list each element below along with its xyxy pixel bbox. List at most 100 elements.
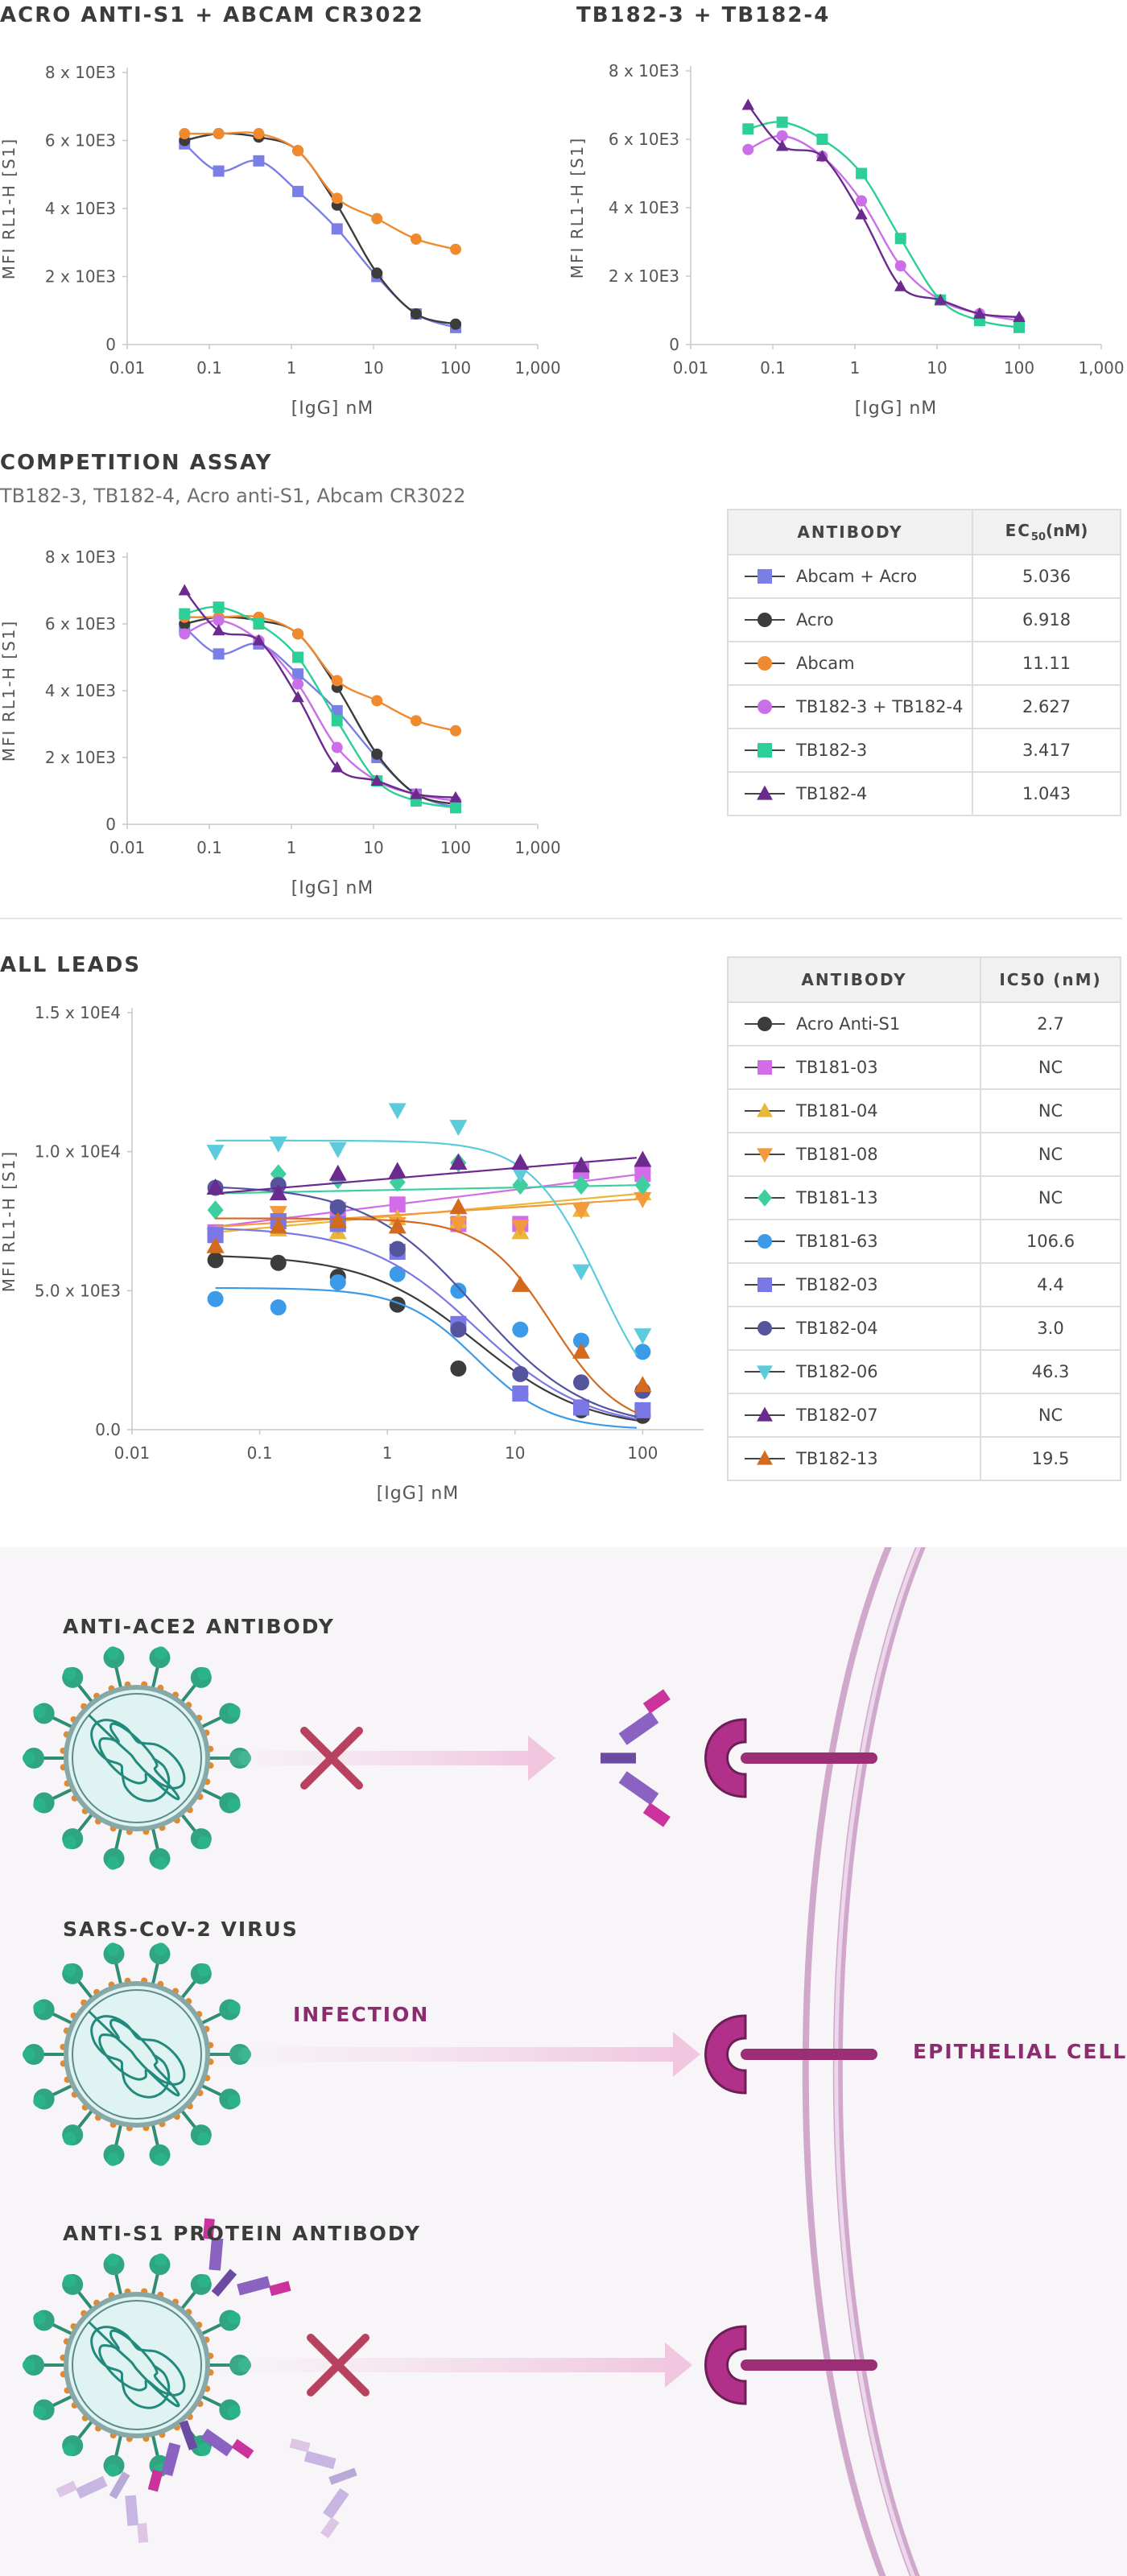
spike-tip <box>106 2153 120 2166</box>
y-tick-label: 4 x 10E3 <box>45 681 116 700</box>
spike-tip <box>106 1646 120 1660</box>
data-point <box>634 1166 651 1183</box>
y-axis-label: MFI RL1-H [S1] <box>0 1150 19 1292</box>
data-point <box>389 1265 406 1282</box>
data-point <box>389 1196 406 1213</box>
legend-marker <box>758 1017 772 1031</box>
chart1-title: ACRO ANTI-S1 + ABCAM CR3022 <box>0 3 424 27</box>
data-point <box>371 267 383 279</box>
x-tick-label: 0.1 <box>196 838 222 857</box>
data-point <box>572 1156 590 1173</box>
spike-tip <box>154 1942 167 1956</box>
x-tick-label: 100 <box>440 358 471 378</box>
spike-tip <box>23 2048 35 2061</box>
data-point <box>450 1321 467 1338</box>
y-tick-label: 0 <box>105 335 116 354</box>
antibody-name: TB182-3 <box>796 741 868 760</box>
spike-tip <box>33 2311 47 2325</box>
fit-curve <box>215 1286 637 1429</box>
blocked-arrow-bottom <box>209 2343 692 2388</box>
antibody-arm <box>303 2450 336 2470</box>
antibody-name: TB182-04 <box>796 1319 878 1338</box>
fit-curve <box>215 1217 638 1414</box>
data-point <box>856 167 868 180</box>
antibody-arm <box>75 2475 108 2499</box>
x-tick-label: 0.1 <box>196 358 222 378</box>
data-point <box>212 624 225 636</box>
antibody-cell: TB182-3 <box>727 728 973 773</box>
data-point <box>1013 310 1026 322</box>
data-point <box>572 1374 589 1391</box>
table-row: TB182-06 46.3 <box>727 1349 1121 1394</box>
antibody-cell: TB182-07 <box>727 1393 981 1438</box>
x-tick-label: 1,000 <box>514 358 560 378</box>
antibody-arm <box>125 2495 139 2526</box>
legend-marker <box>757 1365 773 1381</box>
virus-top <box>23 1646 251 1870</box>
antibody-arm <box>161 2442 181 2477</box>
antibody-name: TB181-13 <box>796 1188 878 1208</box>
antibody-name: TB182-07 <box>796 1406 878 1425</box>
receptor-stalk <box>741 2359 877 2371</box>
y-axis-label: MFI RL1-H [S1] <box>568 137 587 279</box>
no-binding-x-top <box>300 1727 363 1790</box>
receptor-stalk <box>741 1752 877 1764</box>
y-axis-label: MFI RL1-H [S1] <box>0 620 19 762</box>
data-point <box>816 134 828 145</box>
antibody-cell: TB182-03 <box>727 1262 981 1307</box>
data-point <box>511 1153 530 1170</box>
data-point <box>775 139 789 151</box>
blocked-arrow-top <box>209 1736 555 1781</box>
virus-envelope <box>64 1685 210 1831</box>
antibody-tip <box>56 2480 78 2498</box>
data-point <box>206 1145 225 1162</box>
data-point <box>331 675 343 687</box>
data-point <box>388 1162 407 1179</box>
antibody-cell: TB182-06 <box>727 1349 981 1394</box>
y-tick-label: 4 x 10E3 <box>45 199 116 218</box>
data-point <box>291 691 304 703</box>
data-point <box>511 1275 530 1292</box>
infection-label: INFECTION <box>293 2003 430 2026</box>
epithelial-cell-label: EPITHELIAL CELL <box>913 2040 1127 2063</box>
data-point <box>292 651 304 663</box>
table-row: TB181-04 NC <box>727 1088 1121 1133</box>
virus-title: SARS-CoV-2 VIRUS <box>63 1918 299 1941</box>
spike-tip <box>106 2253 120 2267</box>
chart2-svg: 0 2 x 10E3 4 x 10E3 6 x 10E3 8 x 10E3 0.01 0.1… <box>568 61 1125 419</box>
legend-marker <box>758 1189 772 1207</box>
value-cell: NC <box>980 1088 1121 1133</box>
value-cell: NC <box>980 1045 1121 1090</box>
data-point <box>269 1136 287 1153</box>
data-point <box>331 223 343 235</box>
receptor-head <box>704 2014 747 2095</box>
data-point <box>331 704 343 716</box>
spike-tip <box>63 2274 76 2288</box>
data-point <box>328 1164 347 1181</box>
legend-marker <box>758 700 772 714</box>
data-point <box>292 678 304 690</box>
legend-marker <box>758 743 772 758</box>
arrow-shaft <box>209 2358 665 2372</box>
value-cell: 2.627 <box>972 684 1121 729</box>
x-axis-label: [IgG] nM <box>855 398 938 419</box>
legend-marker <box>758 1234 772 1249</box>
y-tick-label: 1.0 x 10E4 <box>35 1142 121 1162</box>
legend-swatch <box>745 743 785 758</box>
data-point <box>634 1402 651 1418</box>
data-point <box>213 128 225 140</box>
y-tick-label: 2 x 10E3 <box>45 748 116 767</box>
data-point <box>512 1365 529 1382</box>
antibody-cell: TB181-63 <box>727 1219 981 1264</box>
antibody-fc <box>328 2467 357 2485</box>
spike-tip <box>227 2095 241 2108</box>
antibody-name: TB181-63 <box>796 1232 878 1251</box>
x-tick-label: 1 <box>287 358 297 378</box>
data-point <box>934 293 947 305</box>
data-point <box>207 1290 224 1307</box>
antibody-name: TB182-13 <box>796 1449 878 1468</box>
data-point <box>511 1220 530 1236</box>
data-point <box>331 715 343 727</box>
data-point <box>329 1274 346 1290</box>
data-point <box>207 1200 224 1220</box>
